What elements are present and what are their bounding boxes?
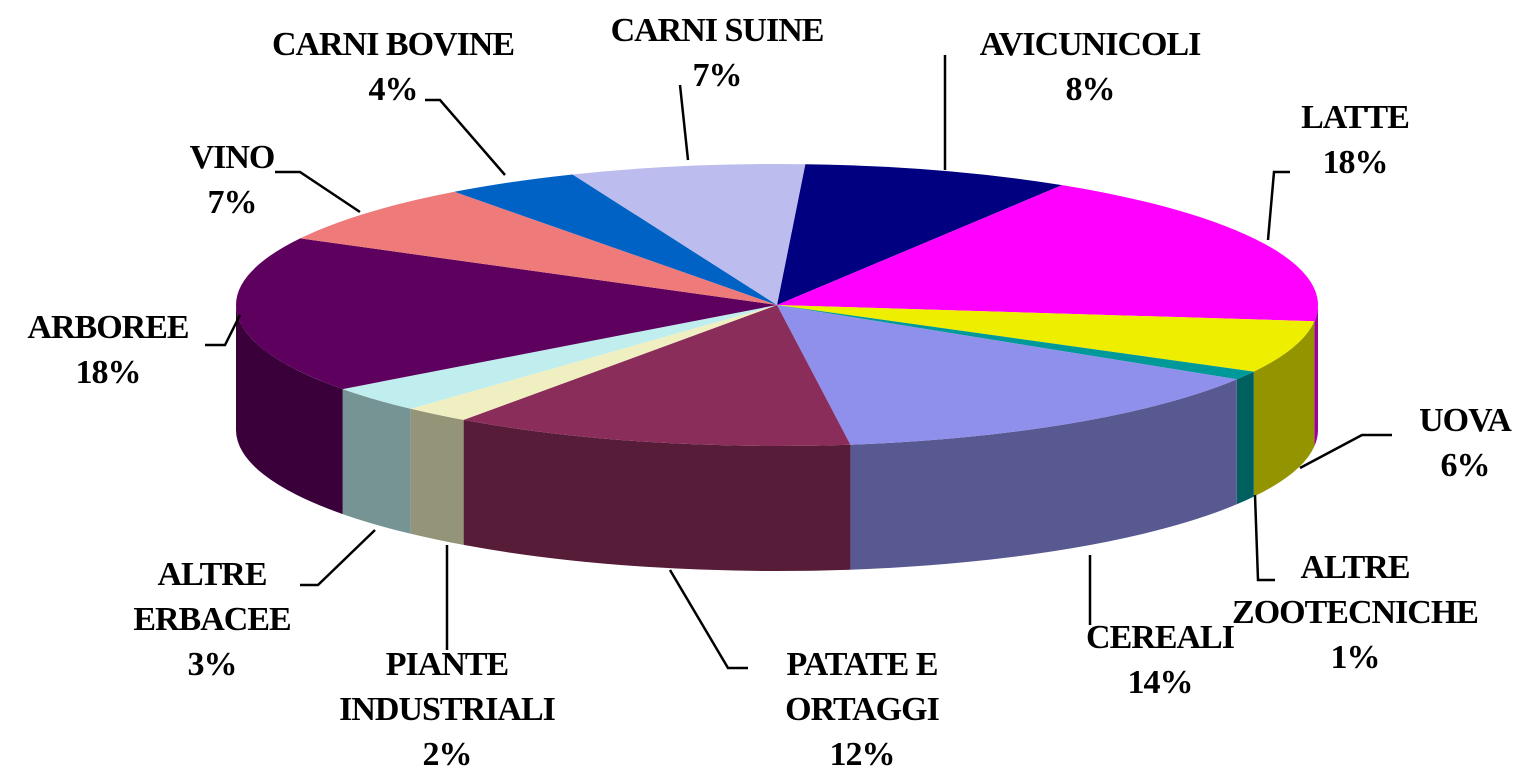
- slice: [410, 305, 777, 420]
- leader-line: [1299, 433, 1392, 470]
- slice: [463, 305, 851, 446]
- leader-line: [1253, 494, 1275, 582]
- category-name: CARNI SUINE: [610, 12, 825, 49]
- value-label: 18%: [75, 354, 142, 391]
- slice-side: [1314, 305, 1318, 447]
- slice-side: [463, 419, 851, 571]
- slice-label: CEREALI 14%: [1060, 615, 1260, 705]
- slice-label: ARBOREE 18%: [8, 305, 208, 395]
- slice-label: PIANTE INDUSTRIALI 2%: [317, 642, 577, 768]
- value-label: 7%: [692, 57, 743, 94]
- category-name: PATATE E ORTAGGI: [785, 646, 940, 728]
- category-name: ALTRE ZOOTECNICHE: [1232, 549, 1479, 631]
- slice: [454, 174, 777, 305]
- slice-label: ALTRE ZOOTECNICHE 1%: [1205, 545, 1505, 680]
- leader-line: [678, 84, 690, 161]
- slice-side: [1253, 321, 1315, 497]
- slice-label: VINO 7%: [157, 135, 307, 225]
- slice: [572, 164, 806, 305]
- category-name: ALTRE ERBACEE: [133, 556, 291, 638]
- slice-label: PATATE E ORTAGGI 12%: [752, 642, 972, 768]
- value-label: 4%: [368, 71, 419, 108]
- value-label: 2%: [422, 736, 473, 768]
- leader-line: [425, 98, 506, 176]
- category-name: CEREALI: [1086, 619, 1235, 656]
- category-name: ARBOREE: [27, 309, 189, 346]
- slice-side: [850, 379, 1237, 570]
- category-name: PIANTE INDUSTRIALI: [339, 646, 556, 728]
- category-name: UOVA: [1419, 402, 1512, 439]
- slice: [777, 305, 1237, 445]
- slice-side: [342, 389, 411, 534]
- slice-label: AVICUNICOLI 8%: [930, 22, 1250, 112]
- slice: [777, 185, 1318, 322]
- leader-line: [275, 170, 361, 214]
- value-label: 3%: [187, 646, 238, 683]
- slice-side: [236, 305, 343, 515]
- value-label: 14%: [1127, 664, 1194, 701]
- slice: [777, 305, 1315, 372]
- slice: [342, 305, 777, 409]
- slice-side: [1236, 371, 1254, 505]
- slice-label: ALTRE ERBACEE 3%: [112, 552, 312, 687]
- category-name: VINO: [189, 139, 276, 176]
- slice: [777, 305, 1254, 380]
- value-label: 7%: [207, 184, 258, 221]
- slice: [777, 164, 1063, 305]
- slice: [300, 191, 777, 305]
- slice-label: LATTE 18%: [1255, 95, 1455, 185]
- leader-line: [300, 529, 376, 587]
- value-label: 8%: [1065, 71, 1116, 108]
- category-name: AVICUNICOLI: [979, 26, 1202, 63]
- leader-line: [668, 569, 748, 670]
- category-name: CARNI BOVINE: [271, 26, 515, 63]
- slice-label: CARNI BOVINE 4%: [233, 22, 553, 112]
- slice-label: UOVA 6%: [1395, 398, 1526, 488]
- leader-line: [205, 314, 242, 347]
- value-label: 1%: [1330, 639, 1381, 676]
- slice-side: [410, 408, 464, 545]
- value-label: 18%: [1322, 144, 1389, 181]
- value-label: 6%: [1440, 447, 1491, 484]
- slice: [236, 238, 778, 390]
- category-name: LATTE: [1301, 99, 1410, 136]
- leader-line: [1266, 170, 1290, 241]
- slice-label: CARNI SUINE 7%: [557, 8, 877, 98]
- value-label: 12%: [829, 736, 896, 768]
